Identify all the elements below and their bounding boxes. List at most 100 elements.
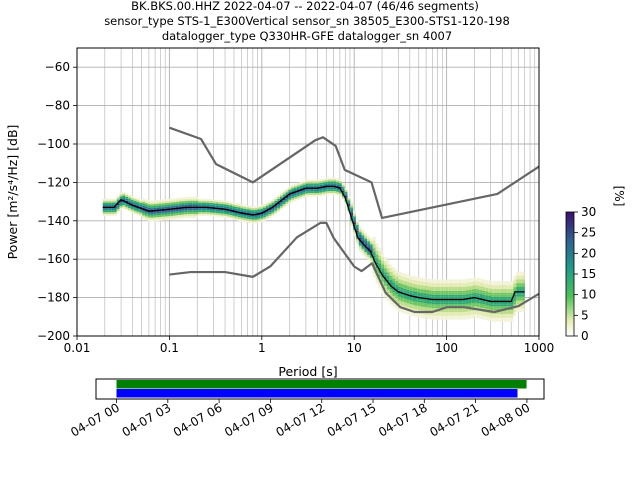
heatmap-cell — [510, 288, 514, 291]
heatmap-cell — [423, 306, 427, 309]
heatmap-cell — [384, 293, 387, 296]
heatmap-cell — [336, 189, 340, 192]
heatmap-cell — [277, 206, 280, 209]
heatmap-cell — [392, 305, 396, 308]
heatmap-cell — [384, 258, 387, 261]
heatmap-cell — [437, 317, 441, 320]
heatmap-cell — [493, 306, 497, 309]
heatmap-cell — [381, 253, 385, 255]
heatmap-cell — [350, 213, 354, 216]
heatmap-cell — [310, 181, 314, 184]
heatmap-cell — [184, 204, 188, 207]
heatmap-cell — [305, 193, 309, 196]
heatmap-cell — [403, 275, 407, 278]
heatmap-cell — [265, 215, 269, 218]
heatmap-cell — [173, 211, 176, 214]
heatmap-cell — [462, 287, 466, 289]
heatmap-cell — [386, 279, 390, 282]
heatmap-cell — [308, 189, 311, 192]
heatmap-cell — [313, 189, 317, 192]
heatmap-cell — [448, 294, 452, 297]
heatmap-cell — [254, 217, 258, 220]
heatmap-cell — [429, 301, 432, 304]
heatmap-cell — [488, 296, 491, 298]
heatmap-cell — [187, 212, 190, 215]
heatmap-cell — [347, 202, 351, 205]
heatmap-cell — [355, 223, 359, 226]
heatmap-cell — [488, 297, 491, 300]
heatmap-cell — [420, 306, 424, 309]
heatmap-cell — [398, 300, 401, 303]
heatmap-cell — [240, 219, 244, 222]
heatmap-cell — [105, 200, 109, 203]
heatmap-cell — [156, 219, 160, 222]
heatmap-cell — [395, 278, 399, 281]
heatmap-cell — [369, 242, 373, 245]
heatmap-cell — [147, 217, 151, 220]
heatmap-cell — [249, 215, 252, 218]
nhnm-model-line — [169, 126, 539, 220]
heatmap-cell — [139, 199, 143, 202]
heatmap-cell — [204, 198, 207, 201]
heatmap-cell — [389, 275, 393, 278]
heatmap-cell — [482, 296, 486, 299]
heatmap-cell — [479, 294, 483, 296]
heatmap-cell — [375, 262, 379, 265]
heatmap-cell — [102, 214, 106, 216]
heatmap-cell — [243, 216, 247, 219]
heatmap-cell — [490, 292, 494, 295]
heatmap-cell — [459, 292, 463, 295]
heatmap-cell — [375, 252, 379, 255]
heatmap-cell — [206, 210, 210, 213]
heatmap-cell — [324, 187, 328, 190]
heatmap-cell — [471, 287, 475, 290]
heatmap-cell — [130, 205, 134, 208]
heatmap-cell — [496, 304, 500, 307]
heatmap-cell — [291, 186, 295, 189]
heatmap-cell — [437, 313, 441, 316]
heatmap-cell — [465, 311, 469, 314]
heatmap-cell — [420, 291, 424, 294]
heatmap-cell — [316, 194, 320, 197]
heatmap-cell — [142, 213, 145, 216]
heatmap-cell — [502, 317, 505, 320]
heatmap-cell — [403, 281, 407, 284]
heatmap-cell — [510, 308, 514, 311]
heatmap-cell — [254, 207, 258, 210]
heatmap-cell — [147, 204, 151, 206]
heatmap-cell — [510, 300, 514, 303]
heatmap-cell — [389, 264, 393, 267]
timeline-tick-label: 04-08 00 — [479, 400, 533, 439]
heatmap-cell — [468, 284, 472, 287]
heatmap-cell — [322, 193, 325, 196]
heatmap-cell — [490, 283, 494, 286]
heatmap-cell — [164, 206, 168, 209]
heatmap-cell — [279, 196, 283, 199]
heatmap-cell — [412, 285, 415, 288]
heatmap-cell — [440, 290, 444, 293]
heatmap-cell — [386, 272, 390, 275]
heatmap-cell — [412, 281, 415, 284]
heatmap-cell — [237, 203, 241, 206]
heatmap-cell — [302, 194, 306, 197]
heatmap-cell — [288, 186, 292, 189]
heatmap-cell — [465, 300, 469, 302]
heatmap-cell — [490, 281, 494, 284]
heatmap-cell — [254, 215, 258, 218]
heatmap-cell — [147, 215, 151, 218]
heatmap-cell — [229, 207, 233, 210]
heatmap-cell — [465, 286, 469, 289]
heatmap-cell — [195, 212, 199, 215]
heatmap-cell — [420, 300, 424, 303]
heatmap-cell — [488, 284, 491, 287]
heatmap-cell — [457, 285, 460, 288]
heatmap-cell — [414, 280, 418, 283]
heatmap-cell — [336, 187, 340, 190]
heatmap-cell — [476, 289, 480, 292]
heatmap-cell — [353, 224, 356, 226]
heatmap-cell — [440, 283, 444, 286]
heatmap-cell — [459, 300, 463, 303]
heatmap-cell — [437, 281, 441, 284]
heatmap-cell — [350, 222, 354, 225]
heatmap-cell — [426, 291, 430, 294]
